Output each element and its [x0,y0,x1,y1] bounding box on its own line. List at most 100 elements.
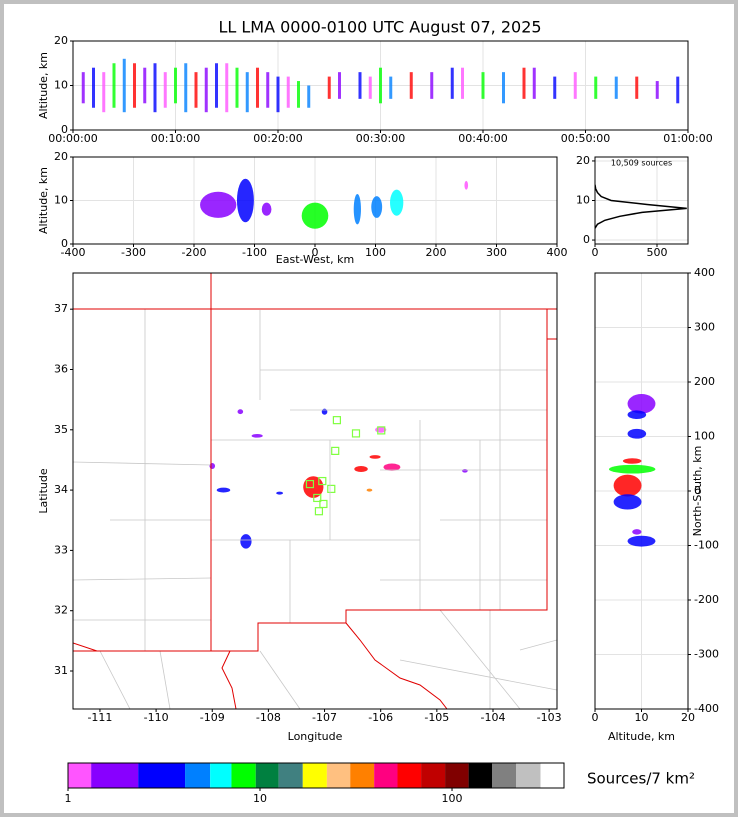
x-tick-label: -106 [368,711,393,724]
station [332,416,341,425]
source-streak [532,67,536,99]
y-tick-label: 37 [54,302,68,315]
colorbar-bin [68,763,92,788]
source-streak [573,72,577,99]
source-streak [594,76,598,99]
source-streak [379,67,382,104]
source-streak [430,72,434,99]
colorbar-bin [492,763,517,788]
source-cluster [390,189,404,216]
source-streak [102,72,106,113]
colorbar-bin [374,763,398,788]
x-tick-label: -111 [87,711,112,724]
source-cluster [251,434,263,438]
source-streak [502,72,505,104]
source-streak [194,72,198,108]
x-tick-label: 20 [681,711,695,724]
y-tick-label: 20 [576,154,590,167]
station [377,426,386,435]
source-streak [461,67,464,99]
altitude-histogram [595,184,687,229]
source-streak [286,76,290,108]
panel: 0 500 0 10 20 10,509 sources [576,154,689,259]
source-streak [297,81,300,108]
y-tick-label: 400 [694,266,715,279]
source-streak [112,63,116,108]
x-tick-label: 0 [312,246,319,259]
colorbar-bin [255,763,279,788]
x-tick-label: -300 [121,246,146,259]
y-axis-label: Altitude, km [37,52,50,119]
y-tick-label: -300 [694,648,719,661]
source-streak [81,72,85,104]
source-streak [614,76,618,99]
x-axis-label: Longitude [288,730,343,743]
marks [595,184,687,229]
x-tick-label: -400 [61,246,86,259]
background [4,4,734,813]
y-tick-label: -100 [694,539,719,552]
station [351,429,361,438]
source-streak [143,67,147,104]
axes-frame [72,40,689,131]
source-streak [92,67,95,108]
chart-title: LL LMA 0000-0100 UTC August 07, 2025 [218,18,541,37]
x-axis-label: Altitude, km [608,730,675,743]
source-streak [635,76,639,99]
x-tick-label: 00:00:00 [48,132,97,145]
colorbar-bin [350,763,375,788]
colorbar-frame [67,762,565,789]
y-tick-label: 10 [54,79,68,92]
colorbar-bin [185,763,211,788]
station [331,446,340,455]
source-streak [450,67,454,99]
x-tick-label: -104 [481,711,506,724]
y-axis-label: Latitude [37,468,50,514]
source-cluster [627,428,647,439]
x-tick-label: 500 [647,246,668,259]
station [305,479,315,489]
source-streak [235,67,239,108]
colorbar-bin [421,763,446,788]
panel: -111 -110 -109 -108 -107 -106 -105 -104 -103 31 32… [37,272,562,743]
colorbar-bin [91,763,139,788]
source-streak [256,67,259,108]
x-tick-label: -200 [182,246,207,259]
source-cluster [366,488,373,492]
source-cluster [464,180,469,190]
y-tick-label: 0 [583,233,590,246]
y-tick-label: 10 [576,194,590,207]
source-streak [215,63,218,108]
x-tick-label: 200 [426,246,447,259]
source-cluster [632,529,642,535]
y-tick-label: 10 [54,194,68,207]
x-tick-label: 00:30:00 [356,132,405,145]
colorbar-tick-label: 1 [65,792,72,805]
annotation: 10,509 sources [611,159,672,168]
x-tick-label: 0 [592,711,599,724]
marks [81,58,680,113]
source-streak [553,76,557,99]
source-streak [389,76,393,99]
marks [200,178,469,229]
source-streak [338,72,341,99]
source-cluster [383,463,401,471]
colorbar-bin [445,763,469,788]
source-cluster [276,491,283,495]
county-lines [73,309,557,709]
source-streak [245,72,249,113]
x-tick-label: 00:50:00 [561,132,610,145]
y-tick-label: 0 [61,123,68,136]
source-cluster [216,487,231,493]
source-cluster [237,409,244,415]
source-streak [276,76,280,113]
x-tick-label: 0 [592,246,599,259]
y-tick-label: -400 [694,702,719,715]
x-tick-label: 100 [365,246,386,259]
source-cluster [209,462,216,469]
source-cluster [353,193,361,225]
x-axis-label: East-West, km [276,253,354,266]
x-tick-label: 400 [547,246,568,259]
colorbar-bin [516,763,541,788]
colorbar-label: Sources/7 km² [587,770,695,788]
